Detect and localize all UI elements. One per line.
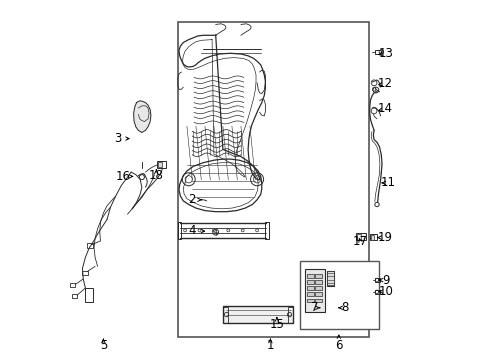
- Text: 5: 5: [100, 339, 107, 352]
- Bar: [314, 280, 321, 284]
- Bar: [305, 269, 324, 312]
- Text: 16: 16: [115, 170, 130, 183]
- Text: 3: 3: [114, 132, 121, 145]
- Text: 11: 11: [380, 176, 395, 189]
- Bar: [355, 233, 366, 240]
- Bar: [326, 271, 334, 286]
- Bar: [314, 274, 321, 278]
- Text: 12: 12: [377, 77, 392, 90]
- Bar: [265, 222, 268, 239]
- Bar: [87, 243, 92, 248]
- Text: 7: 7: [310, 301, 318, 314]
- Text: 15: 15: [269, 318, 284, 330]
- Text: 8: 8: [341, 301, 348, 314]
- Bar: [306, 274, 314, 278]
- Bar: [72, 294, 77, 298]
- Bar: [370, 235, 373, 240]
- Bar: [306, 286, 314, 290]
- Text: 19: 19: [377, 231, 391, 244]
- Text: 18: 18: [148, 169, 163, 182]
- Bar: [85, 288, 92, 302]
- Bar: [306, 280, 314, 284]
- Bar: [326, 271, 333, 285]
- Bar: [223, 306, 292, 323]
- Text: 10: 10: [377, 285, 392, 298]
- Bar: [178, 222, 181, 239]
- Bar: [374, 50, 381, 54]
- Bar: [158, 162, 162, 167]
- Polygon shape: [133, 101, 151, 132]
- Text: 13: 13: [377, 47, 392, 60]
- Bar: [314, 292, 321, 296]
- Bar: [69, 283, 75, 287]
- Bar: [82, 271, 88, 275]
- Bar: [306, 292, 314, 296]
- Text: 1: 1: [266, 339, 274, 352]
- Bar: [306, 299, 314, 302]
- Bar: [178, 22, 368, 337]
- Bar: [314, 299, 321, 302]
- Text: 9: 9: [381, 274, 388, 287]
- Bar: [369, 234, 376, 240]
- Bar: [314, 286, 321, 290]
- Bar: [157, 161, 166, 168]
- Bar: [374, 290, 379, 294]
- Bar: [374, 278, 379, 282]
- Text: 17: 17: [352, 235, 367, 248]
- Bar: [223, 307, 228, 323]
- Bar: [300, 261, 379, 329]
- Text: 2: 2: [188, 193, 196, 206]
- Bar: [287, 307, 292, 323]
- Text: 4: 4: [188, 224, 196, 237]
- Bar: [356, 234, 361, 240]
- Text: 6: 6: [334, 339, 342, 352]
- Text: 14: 14: [377, 102, 392, 115]
